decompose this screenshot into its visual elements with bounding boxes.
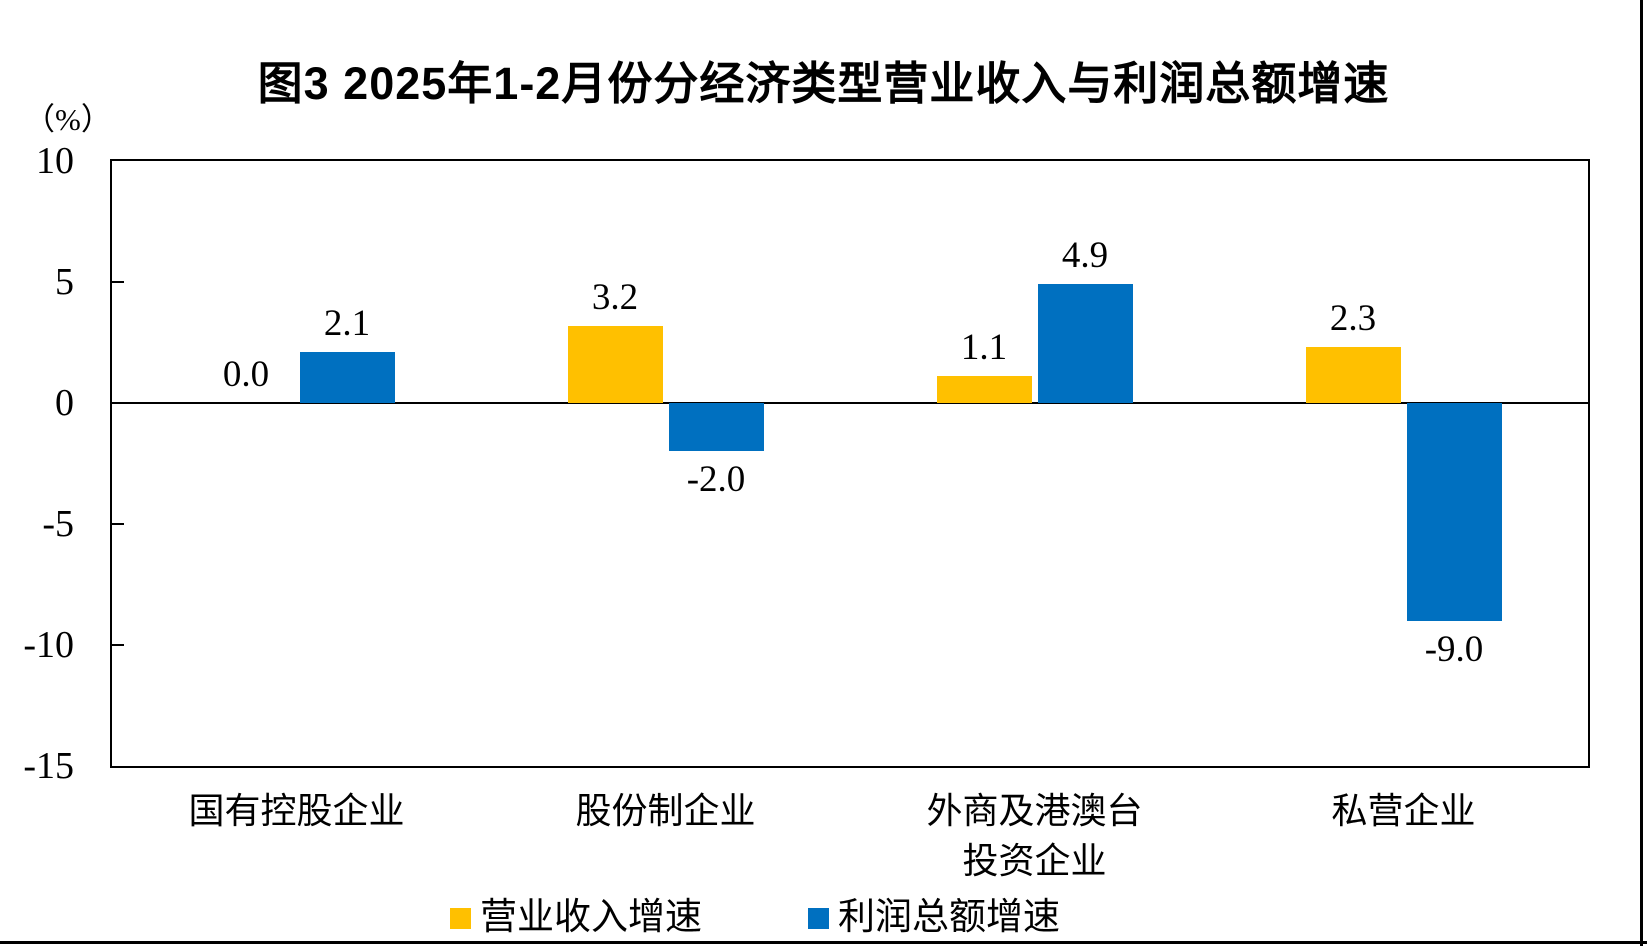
revenue-data-label: 3.2 <box>591 276 639 318</box>
zero-axis-line <box>112 402 1588 404</box>
y-tick-label: -5 <box>42 503 74 545</box>
category-label: 外商及港澳台 投资企业 <box>926 791 1143 881</box>
legend-label-profit: 利润总额增速 <box>838 897 1060 938</box>
revenue-bar <box>567 325 663 403</box>
legend-item-profit: 利润总额增速 <box>808 895 1060 941</box>
profit-bar <box>1037 284 1133 403</box>
plot-area: 0.0 3.2 1.1 2.3 2.1 -2.0 4.9 -9.0 <box>110 159 1590 768</box>
profit-bar <box>668 403 764 452</box>
y-tick-mark <box>112 523 124 525</box>
category-label: 股份制企业 <box>575 791 756 831</box>
legend: 营业收入增速 利润总额增速 <box>0 895 1647 941</box>
profit-data-label: -2.0 <box>686 459 746 501</box>
profit-data-label: -9.0 <box>1424 628 1484 670</box>
page-border-right <box>1640 0 1643 946</box>
chart-title: 图3 2025年1-2月份分经济类型营业收入与利润总额增速 <box>257 58 1390 109</box>
revenue-bar <box>1305 347 1401 403</box>
revenue-legend-swatch-icon <box>450 907 471 929</box>
revenue-data-label: 0.0 <box>222 354 270 395</box>
legend-label-revenue: 营业收入增速 <box>480 897 702 938</box>
y-tick-label: -10 <box>23 624 74 666</box>
y-axis-unit-label: （%） <box>24 102 112 137</box>
revenue-data-label: 2.3 <box>1329 298 1377 340</box>
category-label: 私营企业 <box>1331 791 1476 831</box>
revenue-bar <box>936 376 1032 403</box>
category-label: 国有控股企业 <box>188 791 405 831</box>
profit-bar <box>299 352 395 403</box>
revenue-data-label: 1.1 <box>960 327 1008 369</box>
y-axis-tick-labels: 10 5 0 -5 -10 -15 <box>0 142 86 785</box>
y-tick-mark <box>112 644 124 646</box>
x-axis-labels: 国有控股企业 股份制企业 外商及港澳台 投资企业 私营企业 <box>112 786 1588 896</box>
y-tick-label: 0 <box>55 382 74 424</box>
profit-data-label: 4.9 <box>1061 235 1109 277</box>
y-tick-label: -15 <box>23 745 74 787</box>
profit-bar <box>1406 403 1502 621</box>
legend-item-revenue: 营业收入增速 <box>450 895 702 941</box>
y-tick-label: 5 <box>55 261 74 303</box>
y-tick-label: 10 <box>36 140 74 182</box>
y-tick-mark <box>112 281 124 283</box>
profit-legend-swatch-icon <box>808 907 829 929</box>
profit-data-label: 2.1 <box>323 303 371 345</box>
page-border-bottom <box>0 941 1647 944</box>
